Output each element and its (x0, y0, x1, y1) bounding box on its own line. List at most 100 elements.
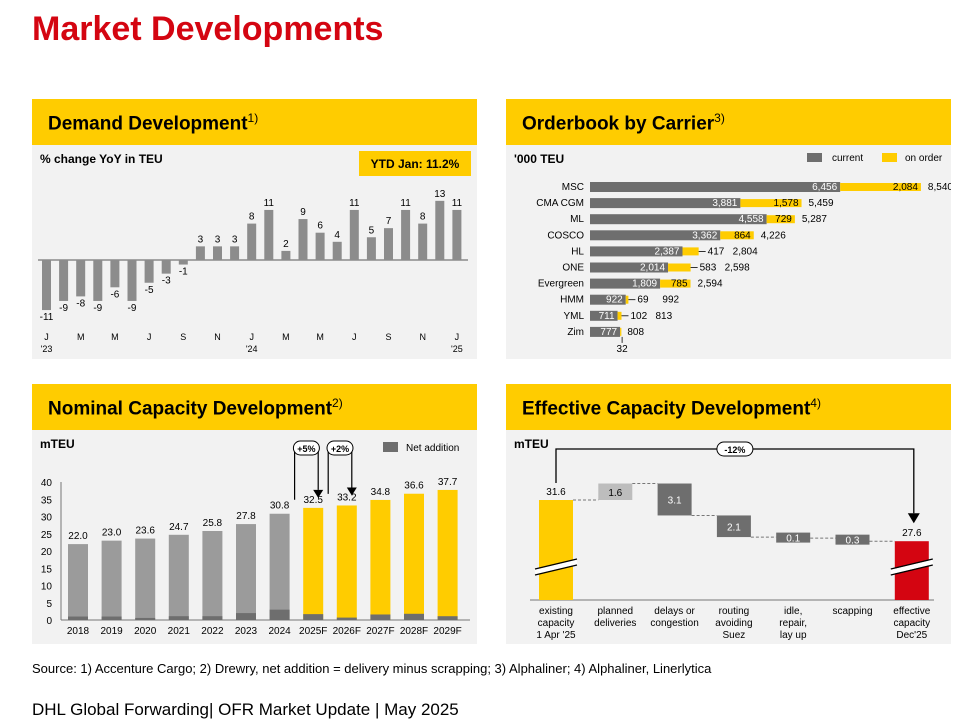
growth-arrow-head (313, 489, 324, 498)
growth-badge-label: +5% (297, 444, 315, 454)
demand-tick-label: S (180, 332, 186, 342)
current-bar (590, 198, 741, 209)
capacity-value-label: 27.8 (236, 511, 256, 522)
capacity-value-label: 33.2 (337, 492, 357, 503)
total-value-label: 2,598 (725, 263, 750, 274)
nominal-y-tick: 25 (41, 530, 53, 541)
orderbook-chart: '000 TEU current on order MSC 6,456 2,084 8,54… (514, 152, 951, 355)
demand-bar (127, 260, 137, 301)
demand-bar (384, 228, 393, 260)
demand-footnote: 1) (247, 111, 259, 125)
growth-arrow-head (346, 487, 357, 496)
effective-x-tick: avoiding (715, 618, 752, 629)
demand-tick-label: N (214, 332, 221, 342)
demand-bar (144, 260, 154, 283)
capacity-value-label: 23.6 (135, 526, 155, 537)
nominal-y-tick: 20 (41, 547, 53, 558)
demand-bar (435, 200, 445, 260)
growth-badge (292, 440, 320, 456)
legend-order-swatch (882, 153, 897, 162)
capacity-bar (202, 530, 223, 620)
demand-tick-label: M (316, 332, 324, 342)
waterfall-step-bar (657, 483, 692, 516)
axis-break-line (890, 558, 933, 570)
order-value-label: 583 (700, 263, 717, 274)
effective-x-tick: lay up (780, 630, 807, 641)
axis-break-line (534, 558, 578, 570)
demand-bar (264, 209, 274, 260)
effective-footnote: 4) (810, 396, 821, 410)
demand-value-label: -5 (145, 285, 154, 296)
demand-value-label: -6 (110, 289, 119, 300)
total-value-label: 5,287 (802, 214, 827, 225)
capacity-value-label: 32.5 (303, 495, 323, 506)
existing-capacity-bar (539, 500, 573, 600)
total-value-label: 813 (656, 311, 673, 322)
effective-x-tick: Dec'25 (896, 630, 927, 641)
effective-x-tick: congestion (650, 618, 698, 629)
capacity-bar (68, 544, 88, 620)
axis-break-gap (534, 559, 578, 575)
demand-tick-label: M (111, 332, 119, 342)
demand-year-label: '23 (41, 344, 53, 354)
nominal-title-wrap: Nominal Capacity Development2) (48, 396, 343, 420)
order-value-label: 69 (637, 295, 649, 306)
current-bar (590, 278, 661, 289)
total-value-label: 808 (627, 327, 644, 338)
net-addition-bar (68, 616, 88, 620)
capacity-bar (303, 507, 324, 620)
current-bar (590, 182, 841, 192)
capacity-bar (135, 538, 156, 620)
total-value-label: 2,804 (733, 246, 758, 257)
order-bar (617, 311, 622, 320)
effective-x-tick: deliveries (594, 618, 636, 629)
legend-current-label: current (832, 153, 863, 164)
effective-x-tick: delays or (654, 606, 695, 617)
total-value-label: 31.6 (546, 487, 566, 498)
axis-break-line (534, 564, 578, 576)
demand-bar (178, 260, 188, 265)
effective-title: Effective Capacity Development (522, 398, 811, 420)
legend-net-swatch (383, 442, 398, 452)
demand-bar (452, 209, 462, 260)
current-value-label: 3,362 (692, 230, 717, 241)
current-value-label: 4,558 (739, 214, 764, 225)
change-arrow-head (907, 513, 920, 524)
nominal-header: Nominal Capacity Development2) (32, 384, 477, 430)
demand-value-label: 11 (400, 198, 411, 209)
demand-tick-label: M (77, 332, 85, 342)
demand-bar (247, 223, 257, 260)
current-value-label: 3,881 (712, 198, 737, 209)
legend-order-label: on order (905, 153, 943, 164)
growth-badge-label: +2% (331, 444, 349, 454)
capacity-value-label: 36.6 (404, 481, 424, 492)
demand-bar (401, 209, 411, 260)
order-bar (668, 263, 691, 272)
demand-title: Demand Development (48, 113, 248, 135)
effective-x-tick: 1 Apr '25 (536, 630, 576, 641)
demand-value-label: -9 (93, 303, 102, 314)
capacity-bar (437, 489, 458, 620)
carrier-label: COSCO (547, 230, 584, 241)
order-bar (740, 199, 802, 208)
effective-x-tick: effective (893, 606, 930, 617)
current-value-label: 6,456 (812, 182, 837, 193)
demand-value-label: 11 (264, 198, 275, 209)
change-arrow-line (555, 448, 915, 514)
demand-year-label: '24 (246, 344, 258, 354)
net-addition-bar (135, 617, 156, 620)
demand-tick-label: J (455, 332, 460, 342)
demand-value-label: 11 (452, 198, 463, 209)
demand-value-label: 3 (198, 234, 204, 245)
nominal-x-tick: 2022 (201, 626, 224, 637)
order-value-label: 864 (734, 230, 751, 241)
demand-value-label: -8 (76, 298, 85, 309)
demand-year-label: '25 (451, 344, 463, 354)
footer: DHL Global Forwarding| OFR Market Update… (32, 700, 459, 719)
net-addition-bar (101, 616, 122, 620)
current-bar (590, 310, 618, 321)
step-value-label: 0.1 (786, 534, 800, 545)
net-addition-bar (168, 616, 189, 620)
nominal-x-tick: 2023 (235, 626, 258, 637)
